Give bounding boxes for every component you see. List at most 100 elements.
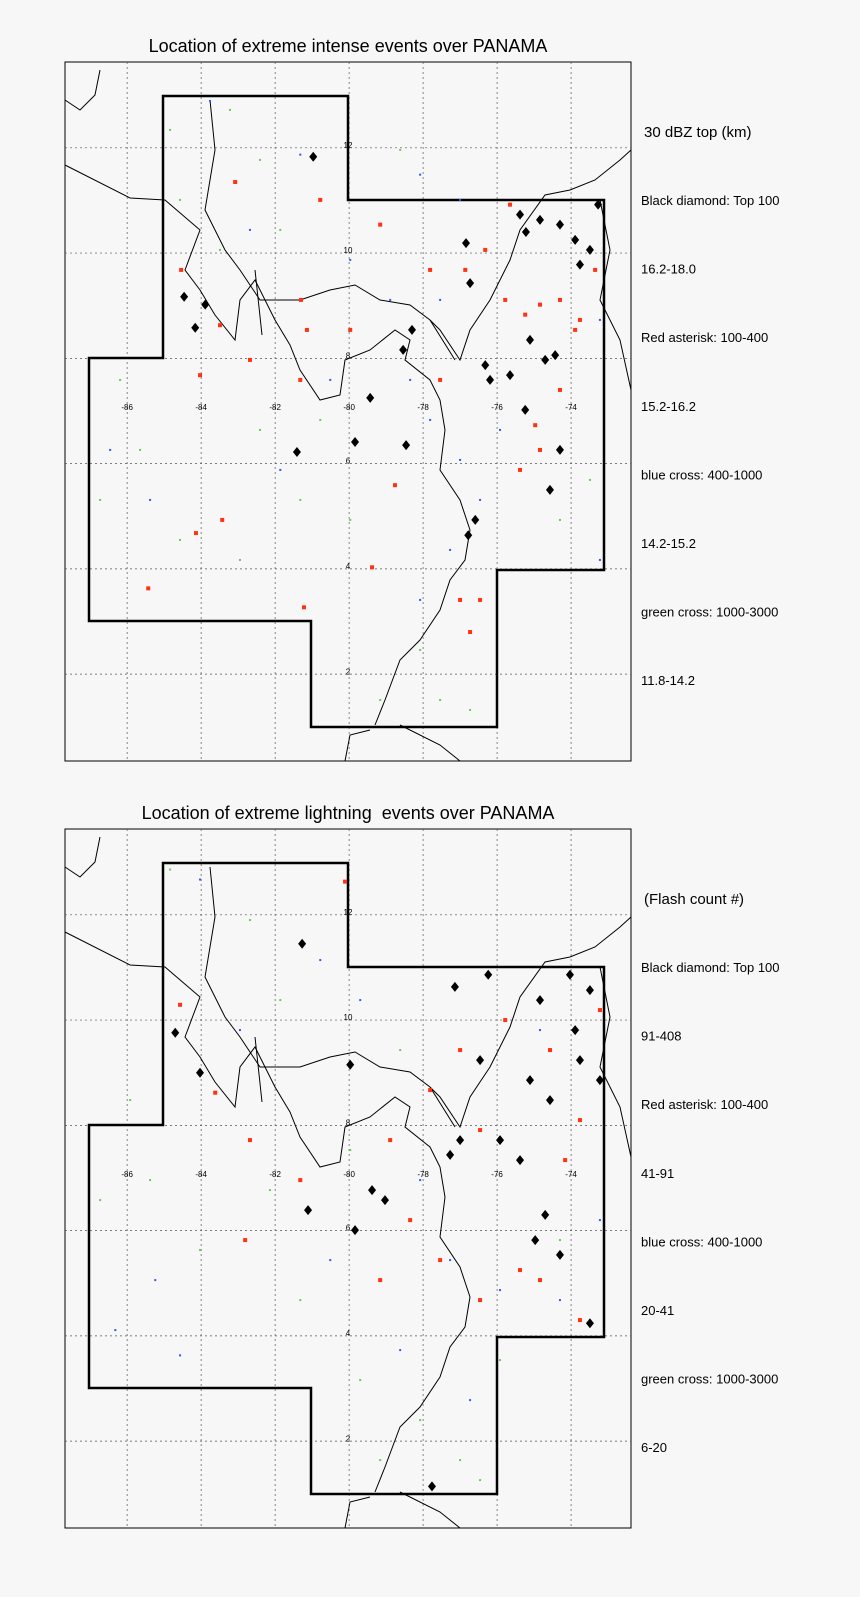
event-asterisk (597, 1008, 602, 1013)
event-diamond (526, 334, 535, 345)
event-point (279, 468, 282, 471)
legend-text: 6-20 (641, 1440, 667, 1455)
event-asterisk (378, 222, 383, 227)
event-point (499, 1359, 502, 1362)
event-point (179, 538, 182, 541)
lat-tick-label: 6 (346, 1224, 351, 1233)
map-title: Location of extreme intense events over … (149, 36, 548, 56)
event-diamond (585, 985, 594, 996)
event-point (349, 518, 352, 521)
event-diamond (298, 938, 307, 949)
event-asterisk (458, 1048, 463, 1053)
event-point (439, 298, 442, 301)
lon-tick-label: -80 (343, 1170, 355, 1179)
lat-tick-label: 4 (346, 1329, 351, 1338)
event-diamond (521, 404, 530, 415)
event-point (299, 1299, 302, 1302)
event-asterisk (378, 1278, 383, 1283)
event-asterisk (298, 1178, 303, 1183)
legend-text: 16.2-18.0 (641, 262, 696, 277)
lat-tick-label: 10 (344, 1013, 353, 1022)
event-asterisk (146, 586, 151, 591)
event-diamond (456, 1135, 465, 1146)
lat-tick-label: 6 (346, 457, 351, 466)
event-point (558, 1299, 561, 1302)
event-diamond (464, 530, 473, 541)
event-point (149, 498, 152, 501)
event-diamond (575, 1055, 584, 1066)
event-point (459, 458, 462, 461)
event-point (538, 1029, 541, 1032)
event-asterisk (537, 1278, 542, 1283)
lat-tick-label: 4 (346, 562, 351, 571)
lon-tick-label: -82 (269, 403, 281, 412)
event-point (459, 1459, 462, 1462)
legend-text: green cross: 1000-3000 (641, 605, 778, 620)
event-asterisk (563, 1158, 568, 1163)
event-asterisk (518, 1268, 523, 1273)
event-asterisk (243, 1238, 248, 1243)
event-asterisk (304, 327, 309, 332)
event-diamond (545, 484, 554, 495)
event-asterisk (468, 630, 473, 635)
event-diamond (595, 1075, 604, 1086)
event-point (99, 1199, 102, 1202)
event-point (238, 1029, 241, 1032)
event-asterisk (198, 373, 203, 378)
coastline (63, 68, 633, 763)
event-asterisk (193, 531, 198, 536)
event-asterisk (247, 357, 252, 362)
legend-text: Black diamond: Top 100 (641, 960, 780, 975)
event-point (558, 518, 561, 521)
lon-tick-label: -76 (491, 403, 503, 412)
event-asterisk (428, 267, 433, 272)
event-diamond (366, 392, 375, 403)
event-point (319, 959, 322, 962)
lat-tick-label: 2 (346, 1434, 351, 1443)
event-diamond (407, 324, 416, 335)
event-diamond (571, 234, 580, 245)
event-diamond (191, 322, 200, 333)
event-asterisk (179, 267, 184, 272)
event-point (199, 878, 202, 881)
event-asterisk (537, 302, 542, 307)
event-point (399, 1049, 402, 1052)
event-asterisk (218, 323, 223, 328)
lon-tick-label: -86 (121, 1170, 133, 1179)
event-diamond (555, 219, 564, 230)
event-diamond (446, 1149, 455, 1160)
event-point (479, 1479, 482, 1482)
event-asterisk (537, 447, 542, 452)
event-point (139, 448, 142, 451)
event-diamond (171, 1027, 180, 1038)
legend-text: 41-91 (641, 1166, 674, 1181)
event-diamond (526, 1075, 535, 1086)
legend-text: 11.8-14.2 (641, 673, 695, 688)
legend-text: blue cross: 400-1000 (641, 1234, 762, 1249)
event-diamond (292, 447, 301, 458)
event-asterisk (388, 1138, 393, 1143)
event-asterisk (557, 387, 562, 392)
event-asterisk (518, 467, 523, 472)
event-point (179, 198, 182, 201)
event-diamond (585, 244, 594, 255)
legend-text: (Flash count #) (644, 891, 744, 908)
event-asterisk (408, 1218, 413, 1223)
event-diamond (555, 444, 564, 455)
event-asterisk (573, 327, 578, 332)
legend-text: 30 dBZ top (km) (644, 124, 752, 141)
map-panel: Location of extreme lightning events ove… (63, 803, 780, 1530)
event-diamond (565, 969, 574, 980)
event-point (219, 248, 222, 251)
event-diamond (427, 1481, 436, 1492)
event-point (359, 1379, 362, 1382)
event-diamond (368, 1185, 377, 1196)
event-point (598, 558, 601, 561)
event-point (379, 698, 382, 701)
event-point (449, 1259, 452, 1262)
event-point (459, 198, 462, 201)
event-asterisk (577, 317, 582, 322)
event-asterisk (438, 377, 443, 382)
lat-tick-label: 10 (344, 246, 353, 255)
